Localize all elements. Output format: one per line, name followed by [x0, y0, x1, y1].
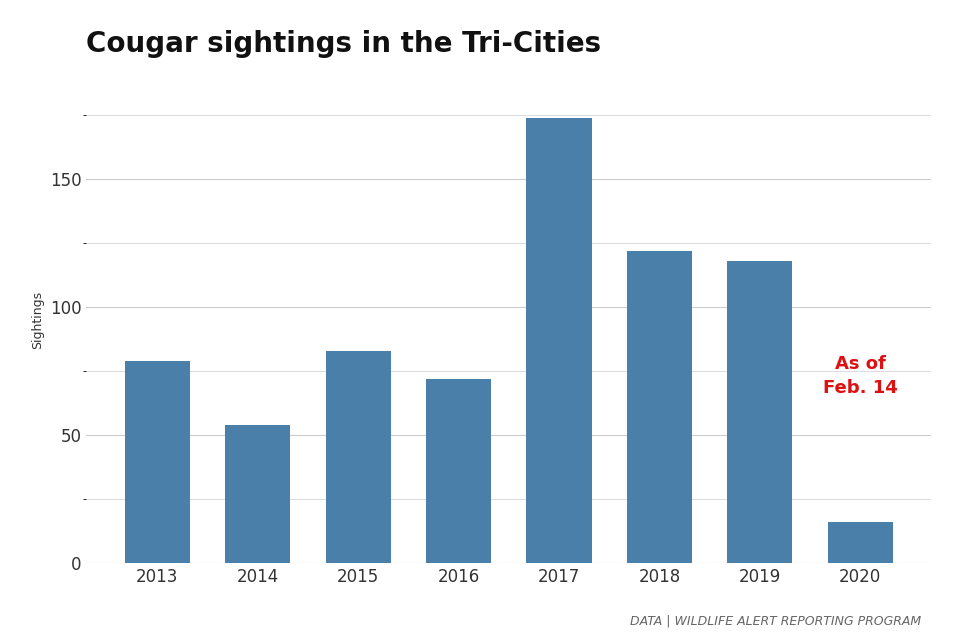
Bar [426, 379, 492, 563]
Bar [828, 522, 893, 563]
Text: Cougar sightings in the Tri-Cities: Cougar sightings in the Tri-Cities [86, 30, 602, 58]
Y-axis label: Sightings: Sightings [32, 291, 44, 349]
Bar [125, 361, 190, 563]
Text: DATA | WILDLIFE ALERT REPORTING PROGRAM: DATA | WILDLIFE ALERT REPORTING PROGRAM [631, 614, 922, 627]
Text: As of
Feb. 14: As of Feb. 14 [823, 355, 898, 397]
Bar [627, 251, 692, 563]
Bar [526, 118, 591, 563]
Bar [226, 425, 291, 563]
Bar [727, 261, 792, 563]
Bar [325, 351, 391, 563]
